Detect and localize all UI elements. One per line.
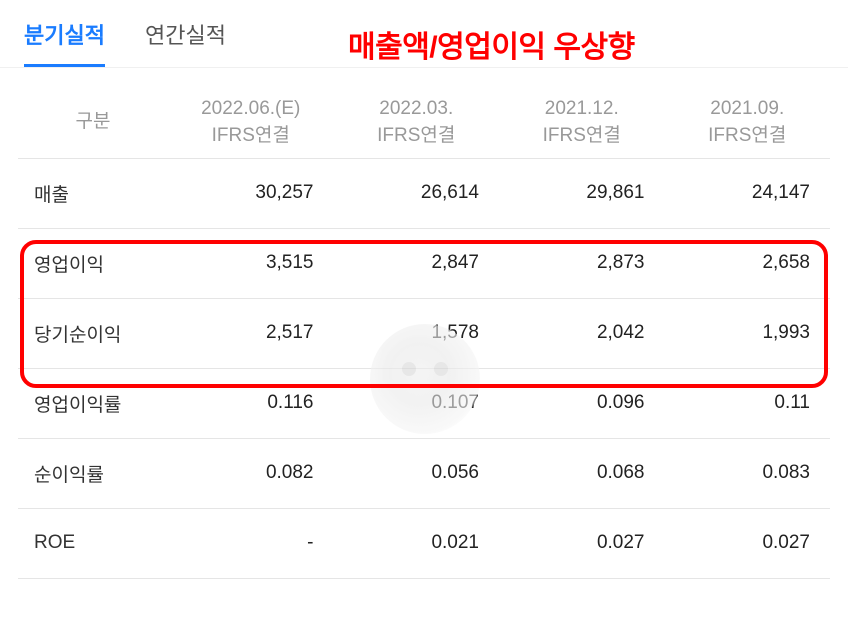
row-label: 순이익률 — [18, 438, 168, 508]
cell-value: 1,993 — [665, 298, 831, 368]
header-period-3: 2021.09. IFRS연결 — [665, 88, 831, 158]
financial-table: 구분 2022.06.(E) IFRS연결 2022.03. IFRS연결 20… — [18, 88, 830, 579]
cell-value: 0.11 — [665, 368, 831, 438]
table-row: 순이익률0.0820.0560.0680.083 — [18, 438, 830, 508]
table-row: 당기순이익2,5171,5782,0421,993 — [18, 298, 830, 368]
annotation-text: 매출액/영업이익 우상향 — [348, 22, 635, 66]
table-body: 매출30,25726,61429,86124,147영업이익3,5152,847… — [18, 158, 830, 578]
period-line2: IFRS연결 — [708, 125, 786, 146]
row-label: 영업이익 — [18, 228, 168, 298]
cell-value: 1,578 — [334, 298, 500, 368]
cell-value: 0.027 — [499, 508, 665, 578]
period-line1: 2021.09. — [710, 98, 784, 119]
cell-value: 0.116 — [168, 368, 334, 438]
tab-annual[interactable]: 연간실적 — [145, 18, 226, 67]
cell-value: 2,847 — [334, 228, 500, 298]
row-label: 매출 — [18, 158, 168, 228]
table-container: 구분 2022.06.(E) IFRS연결 2022.03. IFRS연결 20… — [0, 68, 848, 579]
table-row: 영업이익3,5152,8472,8732,658 — [18, 228, 830, 298]
cell-value: 24,147 — [665, 158, 831, 228]
header-period-1: 2022.03. IFRS연결 — [334, 88, 500, 158]
period-line2: IFRS연결 — [543, 125, 621, 146]
table-header-row: 구분 2022.06.(E) IFRS연결 2022.03. IFRS연결 20… — [18, 88, 830, 158]
row-label: 당기순이익 — [18, 298, 168, 368]
cell-value: 30,257 — [168, 158, 334, 228]
cell-value: 0.021 — [334, 508, 500, 578]
table-row: ROE-0.0210.0270.027 — [18, 508, 830, 578]
cell-value: 0.083 — [665, 438, 831, 508]
period-line1: 2022.06.(E) — [201, 98, 300, 119]
cell-value: 3,515 — [168, 228, 334, 298]
cell-value: 2,042 — [499, 298, 665, 368]
header-period-0: 2022.06.(E) IFRS연결 — [168, 88, 334, 158]
cell-value: - — [168, 508, 334, 578]
table-row: 영업이익률0.1160.1070.0960.11 — [18, 368, 830, 438]
period-line2: IFRS연결 — [377, 125, 455, 146]
cell-value: 0.027 — [665, 508, 831, 578]
cell-value: 26,614 — [334, 158, 500, 228]
period-line1: 2022.03. — [379, 98, 453, 119]
period-line2: IFRS연결 — [212, 125, 290, 146]
tab-quarterly[interactable]: 분기실적 — [24, 18, 105, 67]
table-row: 매출30,25726,61429,86124,147 — [18, 158, 830, 228]
cell-value: 2,658 — [665, 228, 831, 298]
cell-value: 2,873 — [499, 228, 665, 298]
row-label: 영업이익률 — [18, 368, 168, 438]
cell-value: 0.107 — [334, 368, 500, 438]
period-line1: 2021.12. — [545, 98, 619, 119]
header-label: 구분 — [18, 88, 168, 158]
cell-value: 0.082 — [168, 438, 334, 508]
header-period-2: 2021.12. IFRS연결 — [499, 88, 665, 158]
cell-value: 0.056 — [334, 438, 500, 508]
cell-value: 2,517 — [168, 298, 334, 368]
row-label: ROE — [18, 508, 168, 578]
cell-value: 29,861 — [499, 158, 665, 228]
cell-value: 0.068 — [499, 438, 665, 508]
cell-value: 0.096 — [499, 368, 665, 438]
